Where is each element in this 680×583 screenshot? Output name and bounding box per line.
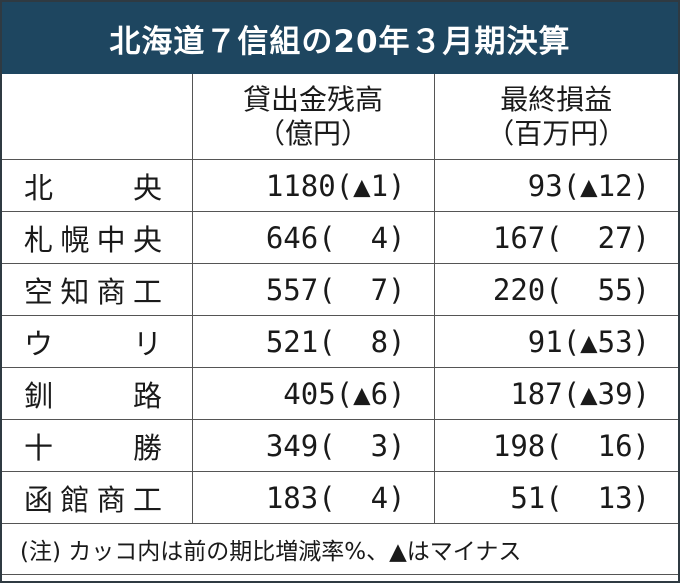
header-profit: 最終損益 （百万円） [433, 74, 678, 160]
union-name-char: 札 [24, 222, 54, 257]
table-row: ウリ 521( 8) 91(▲53) [2, 315, 678, 368]
union-name-char: ウ [24, 326, 54, 361]
union-name-text: 十勝 [24, 425, 162, 467]
profit-value: 51( 13) [433, 471, 678, 524]
union-name-char: 勝 [132, 430, 162, 465]
footnote: (注) カッコ内は前の期比増減率%、▲はマイナス [2, 523, 678, 575]
loans-value: 183( 4) [191, 471, 435, 524]
union-name-char: 北 [24, 170, 54, 205]
union-name: 空知商工 [2, 263, 193, 316]
profit-value: 187(▲39) [433, 367, 678, 420]
union-name: ウリ [2, 315, 193, 368]
header-loans-unit: （億円） [256, 116, 369, 150]
loans-value: 349( 3) [191, 419, 435, 472]
union-name-char: 釧 [24, 378, 54, 413]
header-loans: 貸出金残高 （億円） [191, 74, 435, 160]
union-name-char: 工 [132, 482, 162, 517]
union-name-text: 函館商工 [24, 477, 162, 519]
table-row: 釧路 405(▲6) 187(▲39) [2, 367, 678, 420]
union-name-char: リ [132, 326, 162, 361]
profit-value: 220( 55) [433, 263, 678, 316]
header-loans-label: 貸出金残高 [242, 82, 383, 116]
union-name: 釧路 [2, 367, 193, 420]
union-name-char: 幌 [60, 222, 90, 257]
union-name-char: 商 [96, 482, 126, 517]
union-name-char: 十 [24, 430, 54, 465]
header-profit-unit: （百万円） [486, 116, 627, 150]
loans-value: 1180(▲1) [191, 159, 435, 212]
union-name-text: 釧路 [24, 373, 162, 415]
union-name-char: 央 [132, 222, 162, 257]
header-profit-label: 最終損益 [500, 82, 613, 116]
union-name-char: 商 [96, 274, 126, 309]
table-row: 十勝 349( 3) 198( 16) [2, 419, 678, 472]
union-name: 北央 [2, 159, 193, 212]
table-row: 北央 1180(▲1) 93(▲12) [2, 159, 678, 212]
table-row: 札幌中央 646( 4) 167( 27) [2, 211, 678, 264]
union-name-char: 知 [60, 274, 90, 309]
profit-value: 167( 27) [433, 211, 678, 264]
union-name: 函館商工 [2, 471, 193, 524]
union-name-char: 路 [132, 378, 162, 413]
header-row: 貸出金残高 （億円） 最終損益 （百万円） [2, 74, 678, 160]
header-name-cell [2, 74, 193, 160]
loans-value: 646( 4) [191, 211, 435, 264]
union-name-text: 北央 [24, 165, 162, 207]
profit-value: 93(▲12) [433, 159, 678, 212]
table-row: 函館商工 183( 4) 51( 13) [2, 471, 678, 524]
loans-value: 557( 7) [191, 263, 435, 316]
union-name-char: 館 [60, 482, 90, 517]
union-name-char: 空 [24, 274, 54, 309]
loans-value: 405(▲6) [191, 367, 435, 420]
union-name-text: 空知商工 [24, 269, 162, 311]
union-name-text: 札幌中央 [24, 217, 162, 259]
profit-value: 91(▲53) [433, 315, 678, 368]
table-row: 空知商工 557( 7) 220( 55) [2, 263, 678, 316]
results-table: 貸出金残高 （億円） 最終損益 （百万円） 北央 1180(▲1) 93(▲12) 札… [2, 74, 678, 575]
union-name-char: 函 [24, 482, 54, 517]
loans-value: 521( 8) [191, 315, 435, 368]
note-row: (注) カッコ内は前の期比増減率%、▲はマイナス [2, 523, 678, 575]
union-name: 十勝 [2, 419, 193, 472]
union-name-char: 中 [96, 222, 126, 257]
union-name-char: 央 [132, 170, 162, 205]
union-name-char: 工 [132, 274, 162, 309]
union-name-text: ウリ [24, 321, 162, 363]
profit-value: 198( 16) [433, 419, 678, 472]
union-name: 札幌中央 [2, 211, 193, 264]
table-title: 北海道７信組の20年３月期決算 [2, 2, 678, 74]
